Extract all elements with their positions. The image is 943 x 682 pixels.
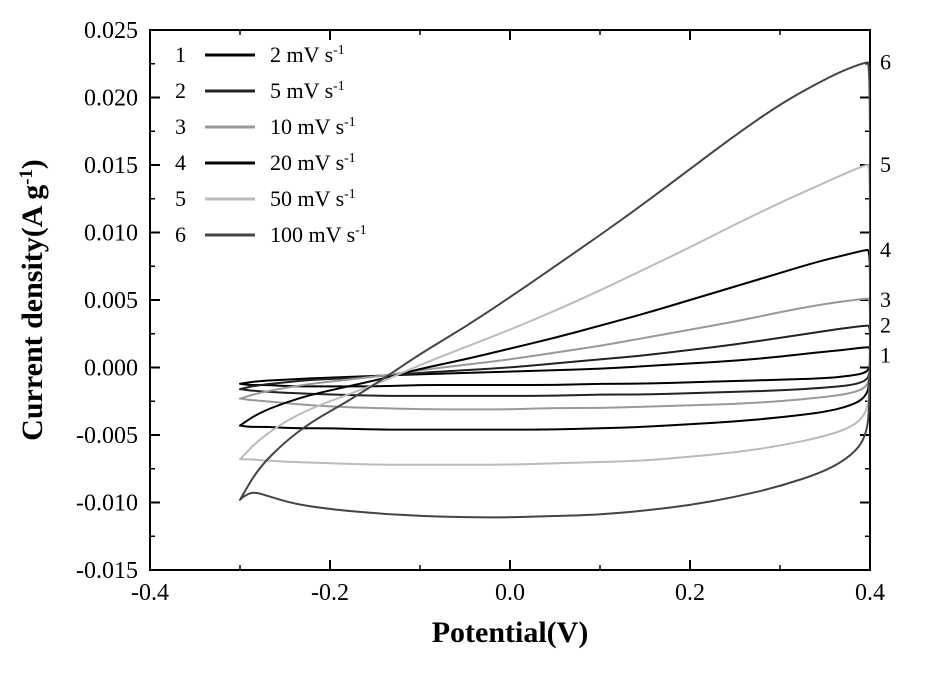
cv-curve-4 xyxy=(240,250,870,430)
legend-num-6: 6 xyxy=(175,222,186,247)
curve-end-label-6: 6 xyxy=(880,49,891,74)
legend-label-4: 20 mV s-1 xyxy=(270,150,356,175)
y-tick-label: 0.015 xyxy=(84,153,138,179)
legend-label-5: 50 mV s-1 xyxy=(270,186,356,211)
curve-end-label-3: 3 xyxy=(880,287,891,312)
y-tick-label: 0.010 xyxy=(84,221,138,247)
cv-curve-3 xyxy=(240,299,870,410)
curve-end-label-4: 4 xyxy=(880,237,891,262)
curve-end-label-2: 2 xyxy=(880,313,891,338)
cv-svg: -0.4-0.20.00.20.4-0.015-0.010-0.0050.000… xyxy=(0,0,943,682)
legend-num-5: 5 xyxy=(175,186,186,211)
legend-label-2: 5 mV s-1 xyxy=(270,78,345,103)
legend-num-2: 2 xyxy=(175,78,186,103)
y-axis-label: Current density(A g-1) xyxy=(16,159,49,441)
x-tick-label: 0.0 xyxy=(495,580,525,606)
curve-end-label-5: 5 xyxy=(880,152,891,177)
cv-chart: -0.4-0.20.00.20.4-0.015-0.010-0.0050.000… xyxy=(0,0,943,682)
y-tick-label: 0.025 xyxy=(84,18,138,44)
legend-label-3: 10 mV s-1 xyxy=(270,114,356,139)
x-tick-label: 0.2 xyxy=(675,580,705,606)
x-tick-label: -0.2 xyxy=(311,580,349,606)
y-tick-label: -0.010 xyxy=(76,491,138,517)
x-axis-label: Potential(V) xyxy=(432,616,589,649)
legend-num-1: 1 xyxy=(175,42,186,67)
legend-num-4: 4 xyxy=(175,150,186,175)
plot-frame xyxy=(150,30,870,570)
y-tick-label: 0.000 xyxy=(84,356,138,382)
curve-end-label-1: 1 xyxy=(880,342,891,367)
legend-num-3: 3 xyxy=(175,114,186,139)
legend-label-1: 2 mV s-1 xyxy=(270,42,345,67)
y-tick-label: -0.005 xyxy=(76,423,138,449)
y-tick-label: 0.020 xyxy=(84,86,138,112)
x-tick-label: 0.4 xyxy=(855,580,885,606)
y-tick-label: 0.005 xyxy=(84,288,138,314)
legend-label-6: 100 mV s-1 xyxy=(270,222,367,247)
y-tick-label: -0.015 xyxy=(76,558,138,584)
